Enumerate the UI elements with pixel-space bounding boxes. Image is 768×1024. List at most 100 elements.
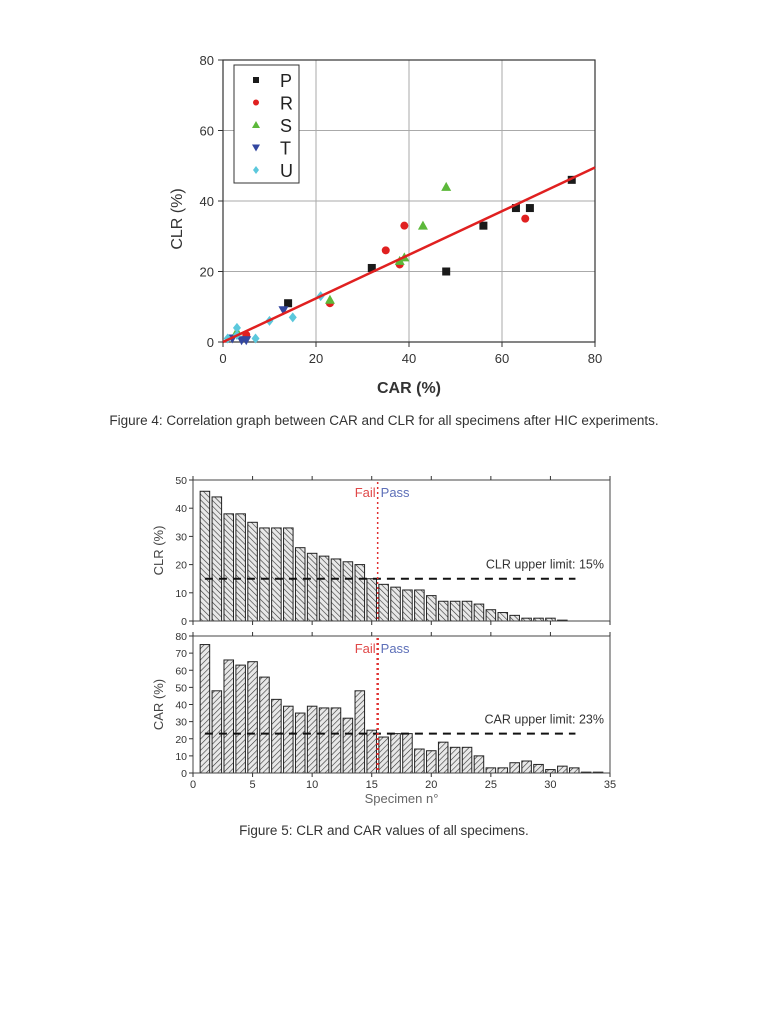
- legend-marker-S: [252, 121, 260, 128]
- bar: [414, 589, 425, 622]
- bar: [557, 765, 568, 774]
- bar: [271, 527, 282, 622]
- bar: [366, 729, 377, 774]
- bar: [390, 586, 401, 622]
- bar: [426, 750, 437, 774]
- bar: [199, 490, 211, 622]
- bar: [318, 555, 330, 622]
- bar: [402, 733, 413, 774]
- x-tick-label: 20: [309, 351, 323, 366]
- bar: [283, 527, 294, 622]
- y-tick-label: 80: [200, 53, 214, 68]
- legend-marker-R: [253, 99, 259, 106]
- x-tick-label: 15: [366, 779, 378, 791]
- pass-label: Pass: [381, 485, 410, 500]
- x-tick-label: 40: [402, 351, 416, 366]
- bar: [485, 609, 497, 622]
- data-point-P: [511, 204, 520, 213]
- figure-5-clr-bars: 0 10 20 30 40 50 CLR (%) CLR upper limit: 15% Fa…: [151, 475, 611, 628]
- x-tick-label: 20: [425, 779, 437, 791]
- bar: [211, 690, 223, 774]
- data-point-R: [521, 214, 530, 223]
- bar: [199, 644, 211, 774]
- figure-5-caption: Figure 5: CLR and CAR values of all spec…: [239, 823, 529, 838]
- bar: [509, 762, 520, 774]
- bar: [354, 564, 366, 622]
- y-tick-label: 30: [175, 531, 187, 543]
- bar: [485, 767, 497, 774]
- y-tick-label: 0: [207, 335, 214, 350]
- y-tick-label: 20: [175, 560, 187, 572]
- bar: [235, 513, 246, 622]
- x-tick-label: 0: [219, 351, 226, 366]
- x-tick-label: 25: [485, 779, 497, 791]
- bar: [318, 707, 330, 774]
- legend-label: S: [280, 116, 292, 136]
- y-tick-label: 10: [175, 751, 187, 763]
- x-tick-label: 60: [495, 351, 509, 366]
- y-tick-label: 50: [175, 475, 187, 487]
- bar: [306, 552, 318, 622]
- bar: [259, 676, 270, 774]
- y-tick-label: 30: [175, 717, 187, 729]
- bar: [497, 767, 509, 774]
- y-tick-label: 20: [175, 734, 187, 746]
- bar: [342, 561, 354, 622]
- bar: [330, 707, 342, 774]
- y-axis-label: CLR (%): [169, 188, 186, 249]
- data-point-U: [288, 312, 297, 323]
- data-point-P: [567, 175, 576, 184]
- x-tick-label: 10: [306, 779, 318, 791]
- bar: [414, 748, 425, 774]
- bar: [521, 760, 532, 774]
- y-tick-label: 20: [200, 265, 214, 280]
- bar: [211, 496, 223, 622]
- data-point-T: [241, 336, 252, 346]
- bar: [426, 595, 437, 622]
- data-point-U: [232, 322, 241, 333]
- bar: [568, 767, 580, 774]
- y-tick-label: 40: [175, 700, 187, 712]
- bar: [294, 712, 306, 774]
- x-tick-label: 5: [250, 779, 256, 791]
- y-tick-label: 60: [200, 124, 214, 139]
- bar: [259, 527, 270, 622]
- legend-label: U: [280, 161, 293, 181]
- legend-marker-P: [253, 77, 259, 83]
- data-point-P: [367, 263, 376, 272]
- bar: [533, 763, 544, 774]
- bar: [402, 589, 413, 622]
- bar: [509, 614, 520, 622]
- bar: [437, 600, 449, 622]
- y-tick-label: 10: [175, 588, 187, 600]
- upper-limit-label: CAR upper limit: 23%: [485, 713, 605, 727]
- y-tick-label: 80: [175, 631, 187, 643]
- legend-label: T: [280, 139, 291, 159]
- bar: [306, 705, 318, 774]
- data-point-P: [442, 267, 451, 276]
- data-point-S: [441, 181, 452, 191]
- bar: [223, 513, 235, 622]
- bar: [247, 521, 258, 622]
- legend-marker-U: [253, 166, 259, 174]
- fail-label: Fail: [355, 485, 376, 500]
- bar: [473, 603, 485, 622]
- x-tick-label: 0: [190, 779, 196, 791]
- legend-box: [233, 64, 300, 184]
- x-axis-label: Specimen n°: [365, 791, 439, 806]
- bar: [283, 705, 294, 774]
- bar: [330, 558, 342, 622]
- figure-5-car-bars: 0 10 20 30 40 50 60 70 80 0 5 10 15 20 25 30 35 Specimen …: [151, 631, 616, 806]
- data-point-U: [251, 333, 260, 344]
- bar: [461, 746, 473, 774]
- bar: [294, 547, 306, 622]
- x-tick-label: 30: [544, 779, 556, 791]
- bar: [223, 659, 235, 774]
- bar: [449, 600, 461, 622]
- plot-frame: [222, 59, 596, 343]
- data-point-P: [525, 204, 534, 213]
- plot-frame: [192, 479, 611, 622]
- bar: [342, 717, 354, 774]
